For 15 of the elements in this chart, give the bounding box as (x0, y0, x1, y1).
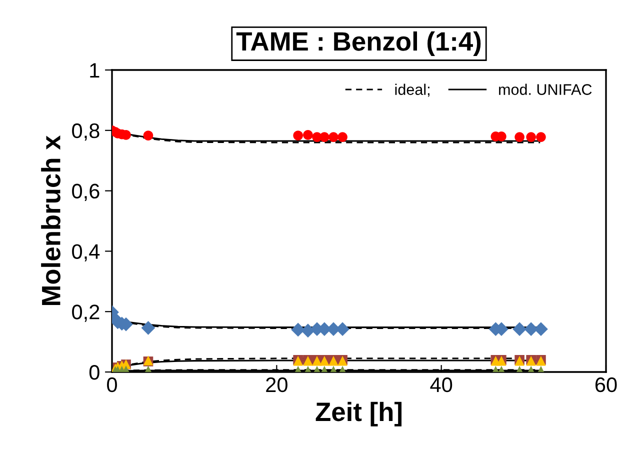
x-tick-label: 60 (595, 377, 617, 392)
legend-label: ideal; (395, 84, 430, 97)
y-tick-label: 0,6 (72, 184, 100, 202)
x-tick-label: 40 (430, 377, 452, 392)
legend-label: mod. UNIFAC (499, 84, 592, 95)
y-tick-label: 0,2 (72, 304, 100, 322)
y-axis-title: Molenbruch x (41, 135, 60, 305)
y-tick-label: 0,8 (72, 123, 100, 141)
x-tick-label: 20 (266, 377, 288, 392)
y-tick-label: 0,4 (72, 244, 100, 262)
x-axis-title: Zeit [h] (316, 402, 402, 426)
x-tick-label: 0 (107, 377, 117, 392)
chart-title: TAME : Benzol (1:4) (236, 31, 481, 56)
y-tick-label: 0 (89, 365, 100, 380)
y-tick-label: 1 (90, 63, 100, 78)
